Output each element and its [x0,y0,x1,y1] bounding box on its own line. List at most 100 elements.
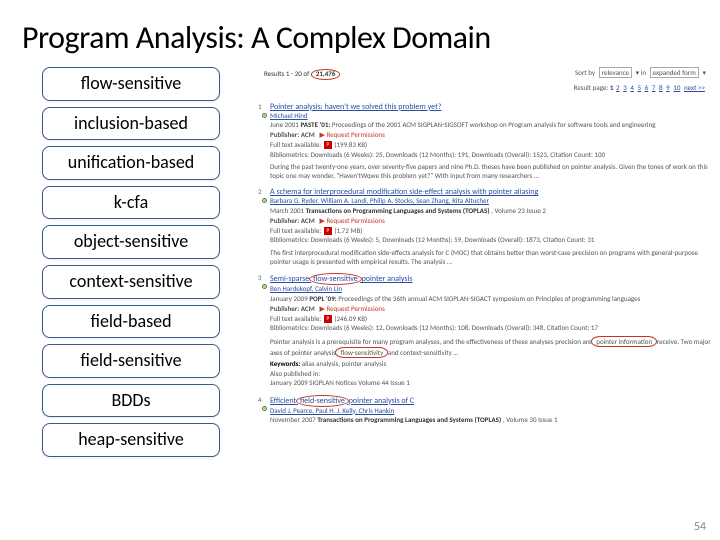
pager-row: Result page: 1 2 3 4 5 6 7 8 9 10 next >… [258,82,712,95]
result-number: 2 [258,188,262,197]
term-box: field-sensitive [42,344,220,378]
result-number: 4 [258,396,262,405]
result-authors[interactable]: David J. Pearce, Paul H. J. Kelly, Chris… [270,407,712,416]
page-link[interactable]: 10 [673,83,680,92]
title-post: pointer analysis of C [349,396,414,406]
term-box: object-sensitive [42,225,220,259]
also-value: January 2009 SIGPLAN Notices Volume 44 I… [270,378,410,387]
publisher-line: Publisher: ACM ▶ Request Permissions [270,305,712,314]
bullet-icon [262,406,267,411]
fulltext-label: Full text available: [270,226,321,235]
file-size: (1.72 MB) [334,226,362,235]
search-result: 3 Semi-sparse flow-sensitive pointer ana… [258,273,712,387]
result-authors[interactable]: Barbara G. Ryder, William A. Landi, Phil… [270,197,712,206]
result-venue: January 2009 POPL '09: Proceedings of th… [270,295,712,304]
file-size: (199.83 KB) [334,140,367,149]
page-link[interactable]: 9 [666,83,670,92]
term-box: inclusion-based [42,107,220,141]
term-box: k-cfa [42,186,220,220]
page-link[interactable]: 6 [645,83,649,92]
venue-name: POPL '09: [309,294,336,303]
result-abstract: During the past twenty-one years, over s… [270,162,712,180]
page-link[interactable]: 2 [616,83,620,92]
content-area: flow-sensitive inclusion-based unificati… [0,67,720,457]
venue-rest: , Volume 30 Issue 1 [503,415,558,424]
bibliometrics: Bibliometrics: Downloads (6 Weeks): 25, … [270,151,712,160]
term-box: context-sensitive [42,265,220,299]
venue-date: June 2001 [270,120,299,129]
request-permissions-link[interactable]: ▶ Request Permissions [319,130,384,139]
form-select[interactable]: expanded form [650,67,699,78]
count-prefix: Results 1 - 20 of [264,69,309,78]
pdf-icon[interactable]: P [324,141,332,149]
publisher-line: Publisher: ACM ▶ Request Permissions [270,131,712,140]
search-result: 4 Efficient field-sensitive pointer anal… [258,395,712,426]
result-title-link[interactable]: Pointer analysis: haven't we solved this… [270,102,712,112]
bullet-icon [262,198,267,203]
bullet-icon [262,284,267,289]
search-result: 2 A schema for interprocedural modificat… [258,187,712,266]
count-circled: 21,476 [311,69,341,80]
request-permissions-link[interactable]: ▶ Request Permissions [319,304,384,313]
page-link[interactable]: 5 [638,83,642,92]
also-published: Also published in: January 2009 SIGPLAN … [270,370,712,388]
result-authors[interactable]: Michael Hind [270,112,712,121]
sort-select[interactable]: relevance [599,67,632,78]
page-link[interactable]: 3 [623,83,627,92]
kw-label: Keywords: [270,359,300,368]
page-next[interactable]: next >> [684,83,705,92]
pdf-icon[interactable]: P [324,227,332,235]
result-authors[interactable]: Ben Hardekopf, Calvin Lin [270,285,712,294]
result-abstract: Pointer analysis is a prerequisite for m… [270,336,712,358]
page-link[interactable]: 7 [652,83,656,92]
term-box: unification-based [42,146,220,180]
result-abstract: The first interprocedural modification s… [270,248,712,266]
title-post: pointer analysis [362,274,413,284]
kw-value: alias analysis, pointer analysis [302,359,386,368]
result-number: 1 [258,103,262,112]
venue-rest: Proceedings of the 36th annual ACM SIGPL… [338,294,640,303]
sort-label: Sort by [575,68,595,77]
result-venue: March 2001 Transactions on Programming L… [270,207,712,216]
abs-circled: flow-sensitivity [335,347,388,358]
term-box: flow-sensitive [42,67,220,101]
results-header: Results 1 - 20 of 21,476 Sort by relevan… [258,67,712,82]
venue-name: Transactions on Programming Languages an… [317,415,501,424]
search-result: 1 Pointer analysis: haven't we solved th… [258,102,712,181]
venue-rest: Proceedings of the 2001 ACM SIGPLAN-SIGS… [332,120,656,129]
venue-date: November 2007 [270,415,316,424]
result-number: 3 [258,274,262,283]
file-size: (246.09 KB) [334,314,367,323]
fulltext-line: Full text available: P (246.09 KB) [270,315,712,324]
page-link[interactable]: 8 [659,83,663,92]
fulltext-line: Full text available: P (199.83 KB) [270,141,712,150]
sort-controls: Sort by relevance ▾ in expanded form ▾ [575,69,706,80]
results-count: Results 1 - 20 of 21,476 [264,69,340,80]
publisher: Publisher: ACM [270,304,315,313]
pager: Result page: 1 2 3 4 5 6 7 8 9 10 next >… [574,84,706,93]
title-circled: field-sensitive [296,395,349,407]
result-title-link[interactable]: Efficient field-sensitive pointer analys… [270,395,712,407]
bullet-icon [262,113,267,118]
title-pre: Semi-sparse [270,274,309,284]
result-venue: November 2007 Transactions on Programmin… [270,416,712,425]
abs-circled: pointer information [591,336,657,347]
pdf-icon[interactable]: P [324,315,332,323]
slide-number: 54 [694,520,706,534]
fulltext-label: Full text available: [270,314,321,323]
form-label: in [641,68,646,77]
page-link[interactable]: 4 [630,83,634,92]
venue-date: January 2009 [270,294,308,303]
fulltext-label: Full text available: [270,140,321,149]
page-label: Result page: [574,83,609,92]
request-permissions-link[interactable]: ▶ Request Permissions [319,216,384,225]
venue-name: Transactions on Programming Languages an… [306,206,490,215]
publisher: Publisher: ACM [270,216,315,225]
page-current: 1 [610,83,614,92]
result-keywords: Keywords: alias analysis, pointer analys… [270,360,712,369]
result-venue: June 2001 PASTE '01: Proceedings of the … [270,121,712,130]
abs-post: and context-sensitivity … [388,348,458,357]
terms-column: flow-sensitive inclusion-based unificati… [0,67,220,457]
venue-date: March 2001 [270,206,304,215]
venue-name: PASTE '01: [300,120,330,129]
